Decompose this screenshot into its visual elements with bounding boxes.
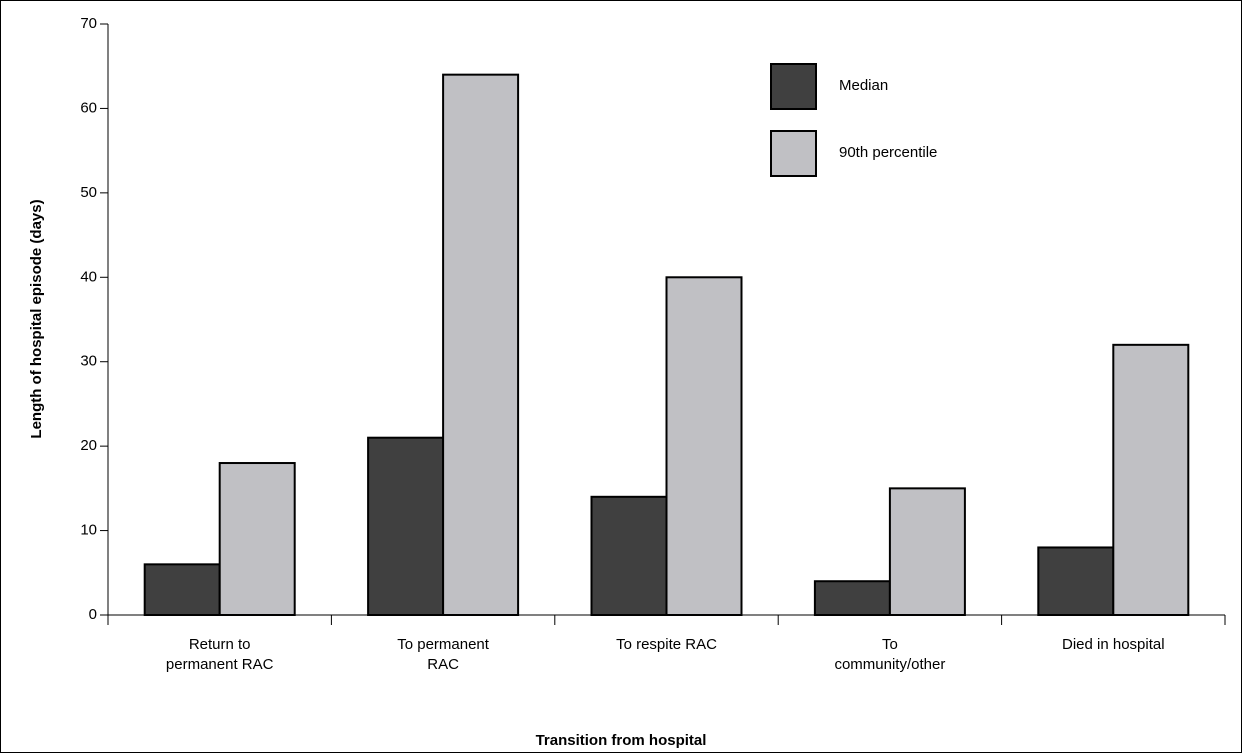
y-tick-label: 20 [80, 437, 97, 454]
legend-swatch [770, 63, 817, 110]
bar [367, 436, 445, 617]
y-tick-label: 70 [80, 15, 97, 32]
legend-label: Median [839, 77, 888, 94]
y-tick-label: 10 [80, 522, 97, 539]
x-tick-label: To community/other [834, 636, 946, 673]
bar [1037, 546, 1115, 617]
bar [813, 580, 891, 617]
bar [888, 487, 966, 617]
y-tick-label: 60 [80, 99, 97, 116]
legend-swatch [770, 130, 817, 177]
x-tick-label: Return to permanent RAC [165, 636, 274, 673]
bar [1112, 343, 1190, 616]
y-tick-label: 50 [80, 184, 97, 201]
x-tick-label: To permanent RAC [397, 636, 489, 673]
legend-label: 90th percentile [839, 144, 937, 161]
bar [218, 462, 296, 616]
bar [442, 73, 520, 616]
bar [590, 495, 668, 616]
x-axis-title: Transition from hospital [536, 732, 707, 749]
y-axis-title: Length of hospital episode (days) [28, 199, 45, 438]
y-tick-label: 30 [80, 353, 97, 370]
x-tick-label: Died in hospital [1062, 636, 1165, 653]
bar [143, 563, 221, 616]
bar [665, 276, 743, 616]
x-tick-label: To respite RAC [616, 636, 717, 653]
y-tick-label: 0 [89, 606, 97, 623]
y-tick-label: 40 [80, 268, 97, 285]
